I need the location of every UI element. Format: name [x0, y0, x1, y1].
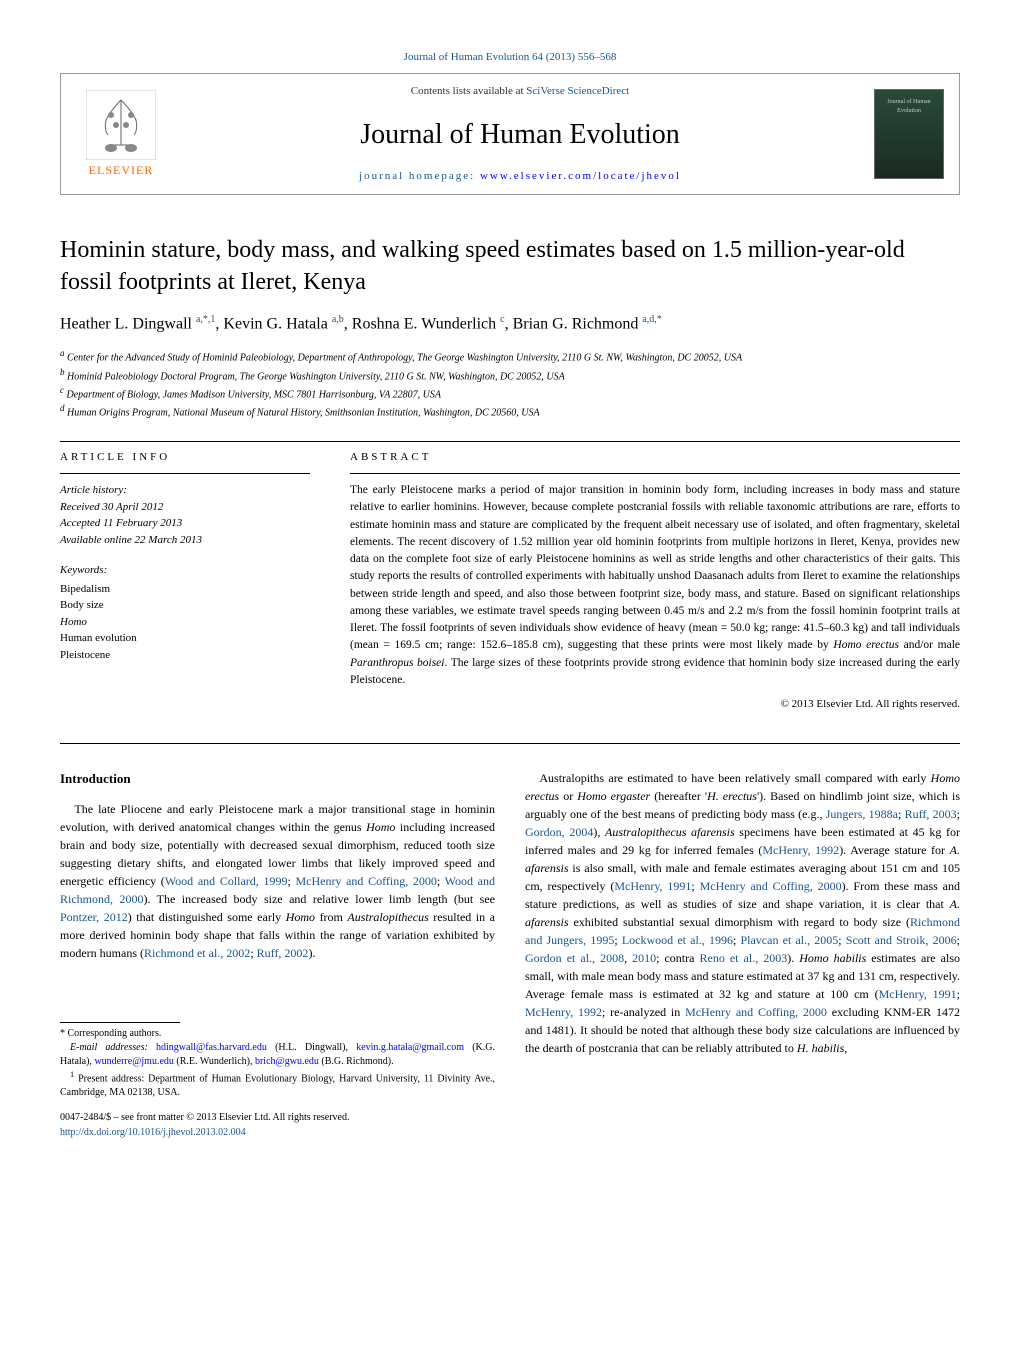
abstract-column: ABSTRACT The early Pleistocene marks a p…: [350, 450, 960, 713]
affiliation-d: d Human Origins Program, National Museum…: [60, 402, 960, 420]
body-columns: Introduction The late Pliocene and early…: [60, 769, 960, 1141]
keyword: Homo: [60, 614, 310, 631]
affiliation-b: b Hominid Paleobiology Doctoral Program,…: [60, 366, 960, 384]
received-date: Received 30 April 2012: [60, 499, 310, 516]
divider: [350, 473, 960, 474]
copyright: © 2013 Elsevier Ltd. All rights reserved…: [350, 697, 960, 712]
history-label: Article history:: [60, 482, 310, 499]
article-title: Hominin stature, body mass, and walking …: [60, 235, 960, 297]
journal-title: Journal of Human Evolution: [166, 115, 874, 154]
body-col-right: Australopiths are estimated to have been…: [525, 769, 960, 1141]
abstract-text: The early Pleistocene marks a period of …: [350, 482, 960, 689]
journal-ref: Journal of Human Evolution 64 (2013) 556…: [60, 50, 960, 65]
corresponding-note: * Corresponding authors.: [60, 1027, 495, 1041]
abstract-heading: ABSTRACT: [350, 450, 960, 465]
bottom-meta: 0047-2484/$ – see front matter © 2013 El…: [60, 1110, 495, 1140]
contents-line: Contents lists available at SciVerse Sci…: [166, 84, 874, 99]
divider: [60, 743, 960, 744]
body-col-left: Introduction The late Pliocene and early…: [60, 769, 495, 1141]
online-date: Available online 22 March 2013: [60, 532, 310, 549]
issn-line: 0047-2484/$ – see front matter © 2013 El…: [60, 1110, 495, 1125]
keyword: Bipedalism: [60, 581, 310, 598]
email-addresses: E-mail addresses: hdingwall@fas.harvard.…: [60, 1041, 495, 1069]
elsevier-tree-icon: [86, 90, 156, 160]
homepage-label: journal homepage:: [359, 170, 480, 182]
journal-header-center: Contents lists available at SciVerse Sci…: [166, 84, 874, 184]
article-info-column: ARTICLE INFO Article history: Received 3…: [60, 450, 310, 713]
footnotes: * Corresponding authors. E-mail addresse…: [60, 1027, 495, 1100]
meta-section: ARTICLE INFO Article history: Received 3…: [60, 450, 960, 713]
homepage-link[interactable]: www.elsevier.com/locate/jhevol: [480, 170, 681, 182]
article-info-heading: ARTICLE INFO: [60, 450, 310, 465]
divider: [60, 441, 960, 442]
affiliations: a Center for the Advanced Study of Homin…: [60, 347, 960, 420]
divider: [60, 473, 310, 474]
keyword: Pleistocene: [60, 647, 310, 664]
doi-link[interactable]: http://dx.doi.org/10.1016/j.jhevol.2013.…: [60, 1127, 246, 1138]
introduction-heading: Introduction: [60, 769, 495, 789]
contents-text: Contents lists available at: [411, 85, 526, 97]
body-paragraph: Australopiths are estimated to have been…: [525, 769, 960, 1057]
journal-cover-thumb: Journal of Human Evolution: [874, 89, 944, 179]
journal-homepage: journal homepage: www.elsevier.com/locat…: [166, 169, 874, 184]
publisher-name: ELSEVIER: [76, 162, 166, 179]
keywords-list: Bipedalism Body size Homo Human evolutio…: [60, 581, 310, 664]
present-address: 1 Present address: Department of Human E…: [60, 1069, 495, 1100]
accepted-date: Accepted 11 February 2013: [60, 515, 310, 532]
keyword: Body size: [60, 597, 310, 614]
publisher-logo: ELSEVIER: [76, 90, 166, 179]
article-history: Article history: Received 30 April 2012 …: [60, 482, 310, 548]
sciencedirect-link[interactable]: SciVerse ScienceDirect: [526, 85, 629, 97]
author-list: Heather L. Dingwall a,*,1, Kevin G. Hata…: [60, 313, 960, 336]
affiliation-c: c Department of Biology, James Madison U…: [60, 384, 960, 402]
affiliation-a: a Center for the Advanced Study of Homin…: [60, 347, 960, 365]
journal-header-box: ELSEVIER Contents lists available at Sci…: [60, 73, 960, 195]
keyword: Human evolution: [60, 630, 310, 647]
intro-paragraph: The late Pliocene and early Pleistocene …: [60, 800, 495, 962]
keywords-label: Keywords:: [60, 563, 310, 578]
